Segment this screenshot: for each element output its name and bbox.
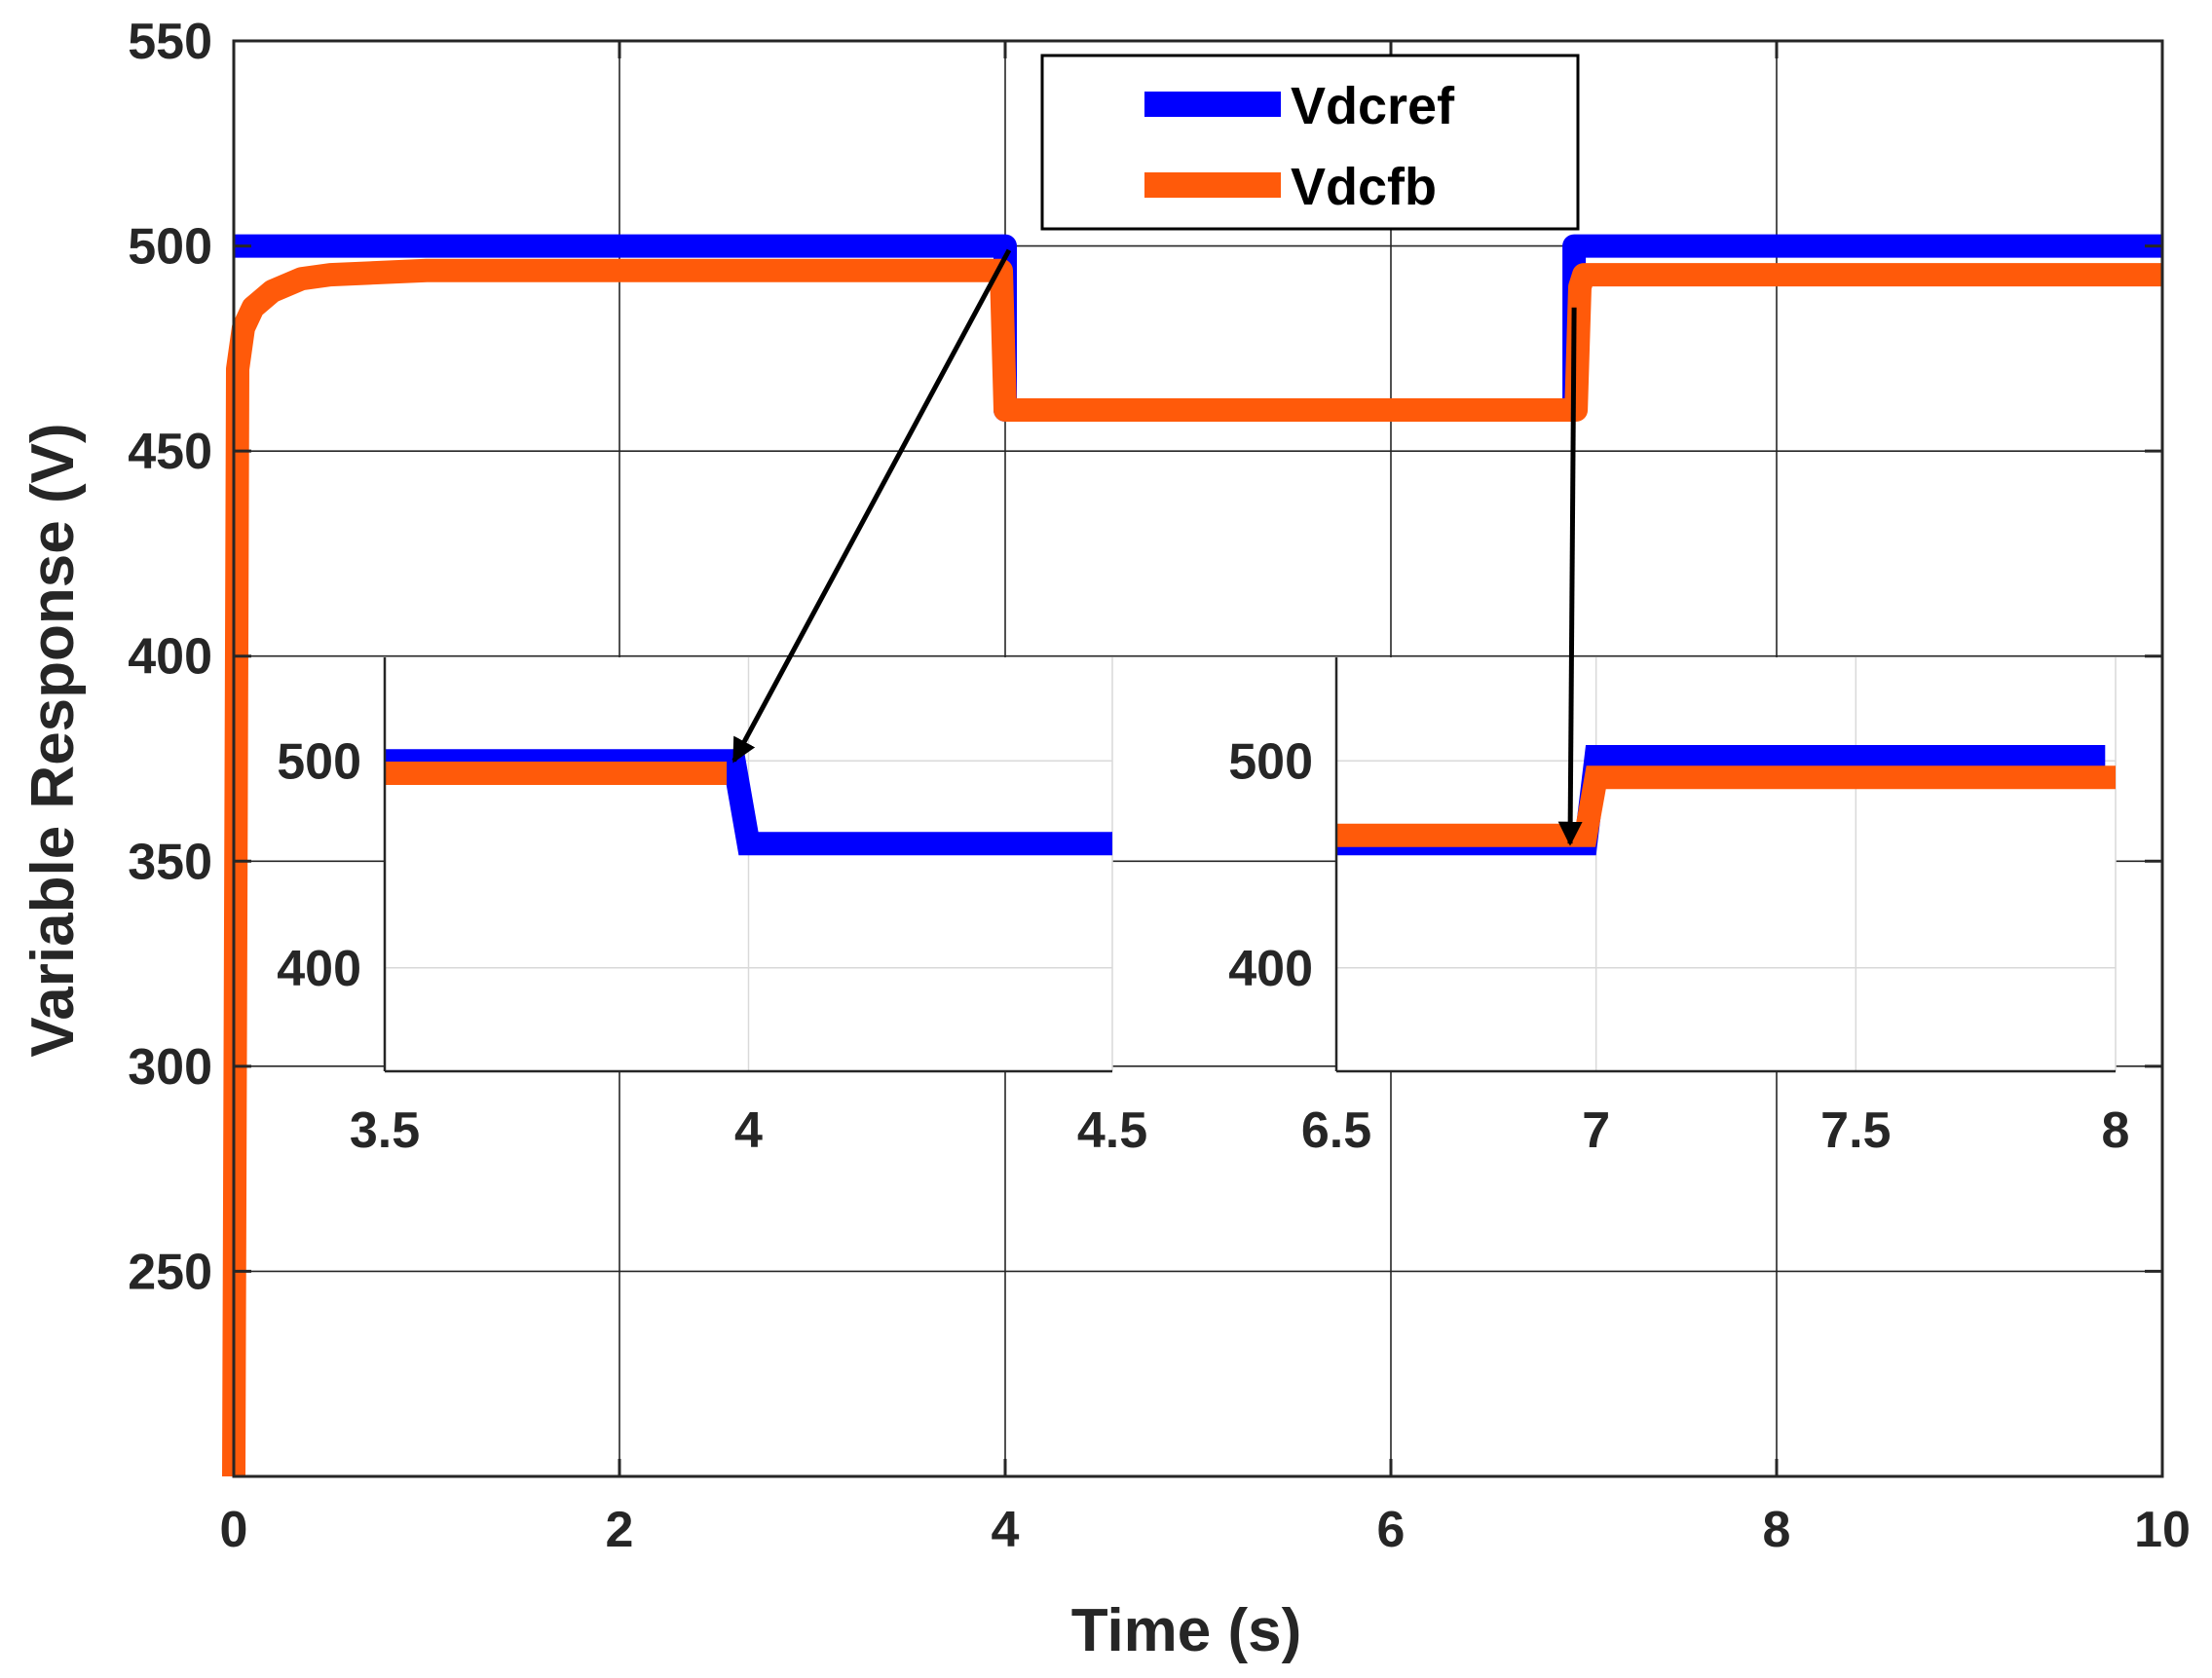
- inset-plots: 3.5 4 4.5 400 500 6.5 7 7.5 8 400 500: [277, 657, 2129, 1159]
- inset-x-tick-label: 3.5: [350, 1102, 420, 1159]
- main-series: [222, 234, 2162, 1477]
- inset-plot-1: 3.5 4 4.5 400 500: [277, 657, 1147, 1159]
- main-y-tick-label: 550: [128, 14, 212, 70]
- inset-series-vdcref: [385, 749, 1112, 856]
- legend-box: [1040, 54, 1580, 231]
- inset-y-tick-label: 500: [277, 733, 361, 790]
- legend-label-vdcref: Vdcref: [1291, 77, 1455, 135]
- main-y-tick-label: 300: [128, 1039, 212, 1096]
- annotation-arrows: [731, 248, 1583, 846]
- annotation-arrow-1: [731, 248, 1012, 764]
- y-axis-title: Variable Response (V): [19, 423, 87, 1057]
- main-y-tick-label: 400: [128, 629, 212, 686]
- inset-plot-2: 6.5 7 7.5 8 400 500: [1228, 657, 2129, 1159]
- main-x-tick-label: 4: [992, 1502, 1020, 1558]
- main-series-vdcfb: [222, 258, 2162, 1477]
- inset-x-tick-label: 4: [734, 1102, 763, 1159]
- inset-x-tick-label: 4.5: [1077, 1102, 1147, 1159]
- legend-label-vdcfb: Vdcfb: [1291, 158, 1437, 216]
- inset-x-tick-label: 8: [2102, 1102, 2130, 1159]
- main-ticks: [232, 39, 2164, 1476]
- inset-x-tick-label: 6.5: [1301, 1102, 1371, 1159]
- main-x-tick-label: 0: [220, 1502, 248, 1558]
- inset-y-tick-label: 500: [1228, 733, 1313, 790]
- inset-series-vdcfb: [1336, 765, 2116, 847]
- legend: Vdcref Vdcfb: [1040, 54, 1580, 231]
- inset-x-tick-label: 7.5: [1820, 1102, 1891, 1159]
- main-y-tick-label: 350: [128, 834, 212, 890]
- main-y-tick-label: 500: [128, 219, 212, 276]
- annotation-arrow-2: [1557, 307, 1583, 846]
- x-axis-title: Time (s): [1071, 1597, 1302, 1664]
- inset-y-tick-label: 400: [1228, 941, 1313, 997]
- main-plot-frame: [232, 39, 2164, 1478]
- main-y-tick-label: 250: [128, 1244, 212, 1300]
- main-x-tick-label: 10: [2134, 1502, 2191, 1558]
- main-y-tick-label: 450: [128, 424, 212, 480]
- main-x-tick-label: 6: [1377, 1502, 1406, 1558]
- inset-plot-area: [1336, 657, 2116, 1071]
- main-tick-labels: 0 2 4 6 8 10 250 300 350 400 450 500 550: [128, 14, 2191, 1558]
- main-x-tick-label: 8: [1763, 1502, 1791, 1558]
- inset-x-tick-label: 7: [1582, 1102, 1610, 1159]
- inset-y-tick-label: 400: [277, 941, 361, 997]
- main-x-tick-label: 2: [606, 1502, 634, 1558]
